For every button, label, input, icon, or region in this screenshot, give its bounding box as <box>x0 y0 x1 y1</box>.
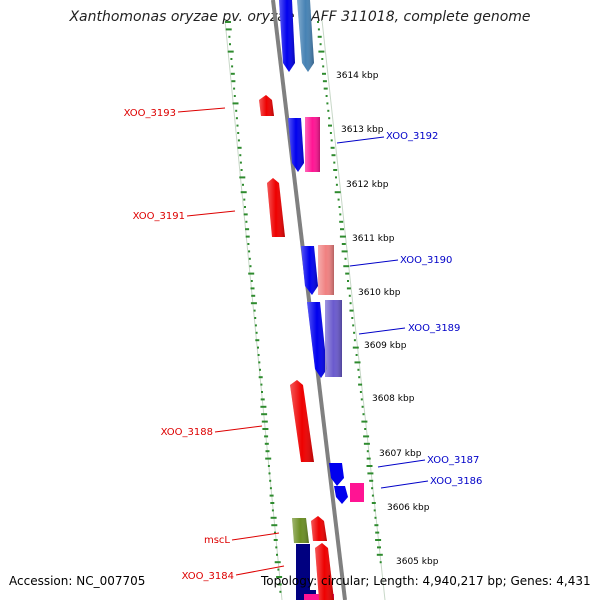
kbp-tick-label: 3605 kbp <box>396 557 439 567</box>
gene-xoo-3187 <box>329 463 344 486</box>
kbp-tick-label: 3609 kbp <box>364 341 407 351</box>
gene-label-xoo-3187: XOO_3187 <box>427 455 479 466</box>
gene-xoo-3186 <box>334 486 348 504</box>
kbp-tick-label: 3614 kbp <box>336 71 379 81</box>
leader-line <box>377 459 426 468</box>
genome-summary-text: Topology: circular; Length: 4,940,217 bp… <box>261 574 591 588</box>
gene-label-xoo-3193: XOO_3193 <box>124 108 176 119</box>
forward-gene-labels: XOO_3192 XOO_3190 XOO_3189 XOO_3187 XOO_… <box>336 131 482 489</box>
track-edge-left <box>224 19 283 600</box>
kbp-scale: 3614 kbp 3613 kbp 3612 kbp 3611 kbp 3610… <box>336 71 439 567</box>
feature-pink-3186 <box>350 483 364 502</box>
feature-shading <box>259 0 342 600</box>
kbp-tick-label: 3612 kbp <box>346 180 389 190</box>
gene-label-xoo-3191: XOO_3191 <box>133 211 185 222</box>
leader-line <box>177 107 226 113</box>
gc-skew-track-left <box>225 21 283 593</box>
gene-label-xoo-3184: XOO_3184 <box>182 571 234 582</box>
leader-line <box>235 565 285 576</box>
gene-label-xoo-3190: XOO_3190 <box>400 255 452 266</box>
accession-text: Accession: NC_007705 <box>9 574 146 588</box>
leader-line <box>380 480 429 489</box>
leader-line <box>349 259 399 267</box>
gene-label-xoo-3188: XOO_3188 <box>161 427 213 438</box>
gene-xoo-3185 <box>296 544 310 600</box>
kbp-tick-label: 3611 kbp <box>352 234 395 244</box>
leader-line <box>336 136 385 144</box>
gene-label-xoo-3186: XOO_3186 <box>430 476 482 487</box>
gene-label-xoo-3192: XOO_3192 <box>386 131 438 142</box>
genome-backbone <box>271 0 347 600</box>
kbp-tick-label: 3610 kbp <box>358 288 401 298</box>
gene-label-xoo-3189: XOO_3189 <box>408 323 460 334</box>
gc-skew-track-right <box>317 21 383 564</box>
leader-line <box>214 425 263 433</box>
leader-line <box>186 210 236 217</box>
gene-label-mscl: mscL <box>204 535 230 546</box>
kbp-tick-label: 3607 kbp <box>379 449 422 459</box>
kbp-tick-label: 3608 kbp <box>372 394 415 404</box>
leader-line <box>358 327 406 335</box>
kbp-tick-label: 3606 kbp <box>387 503 430 513</box>
reverse-gene-labels: XOO_3193 XOO_3191 XOO_3188 mscL XOO_3184 <box>124 107 285 582</box>
feature-pink-bottom <box>304 594 319 600</box>
kbp-tick-label: 3613 kbp <box>341 125 384 135</box>
leader-line <box>231 532 280 541</box>
